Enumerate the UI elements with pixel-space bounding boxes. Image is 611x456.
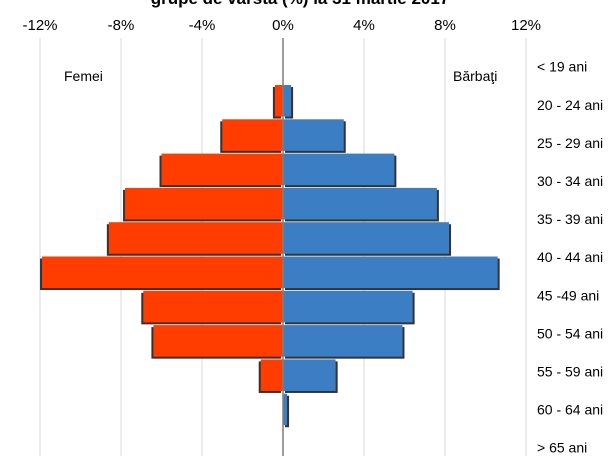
bar-femei xyxy=(143,290,283,323)
category-label: 50 - 54 ani xyxy=(537,325,603,341)
bars xyxy=(40,85,500,428)
bar-barbati xyxy=(283,119,344,151)
bar-femei xyxy=(274,85,283,117)
bar-femei xyxy=(125,187,283,220)
bar-barbati xyxy=(283,222,450,254)
category-label: 25 - 29 ani xyxy=(537,135,603,151)
bar-barbati xyxy=(283,187,437,220)
bar-femei xyxy=(161,153,283,186)
bar-barbati xyxy=(283,359,336,391)
category-label: 45 -49 ani xyxy=(537,287,599,303)
x-tick-label: 8% xyxy=(434,17,456,34)
x-tick-label: -12% xyxy=(22,17,57,34)
bar-barbati xyxy=(283,153,395,186)
x-tick-label: -4% xyxy=(189,17,216,34)
bar-barbati xyxy=(283,290,413,323)
bar-barbati xyxy=(283,393,288,426)
bar-barbati xyxy=(283,325,403,357)
bar-femei xyxy=(108,222,283,254)
bar-femei xyxy=(153,325,283,357)
category-label: < 19 ani xyxy=(537,59,587,75)
category-label: 20 - 24 ani xyxy=(537,97,603,113)
category-label: 40 - 44 ani xyxy=(537,249,603,265)
bar-femei xyxy=(260,359,283,391)
x-tick-label: 0% xyxy=(272,17,294,34)
category-label: 35 - 39 ani xyxy=(537,211,603,227)
category-label: > 65 ani xyxy=(537,440,587,456)
legend-femei: Femei xyxy=(64,68,103,84)
bar-barbati xyxy=(283,256,498,289)
x-tick-label: 4% xyxy=(353,17,375,34)
category-labels: < 19 ani 20 - 24 ani 25 - 29 ani 30 - 34 an… xyxy=(537,59,603,456)
x-tick-label: 12% xyxy=(511,17,541,34)
bar-barbati xyxy=(283,85,292,117)
category-label: 60 - 64 ani xyxy=(537,402,603,418)
chart-title: grupe de vârstă (%) la 31 martie 2017 xyxy=(151,0,450,8)
category-label: 55 - 59 ani xyxy=(537,364,603,380)
x-axis-tick-labels: -12% -8% -4% 0% 4% 8% 12% xyxy=(22,17,541,34)
legend-barbati: Bărbaţi xyxy=(453,68,497,84)
bar-femei xyxy=(222,119,283,151)
x-tick-label: -8% xyxy=(108,17,135,34)
bar-femei xyxy=(42,256,284,289)
category-label: 30 - 34 ani xyxy=(537,173,603,189)
